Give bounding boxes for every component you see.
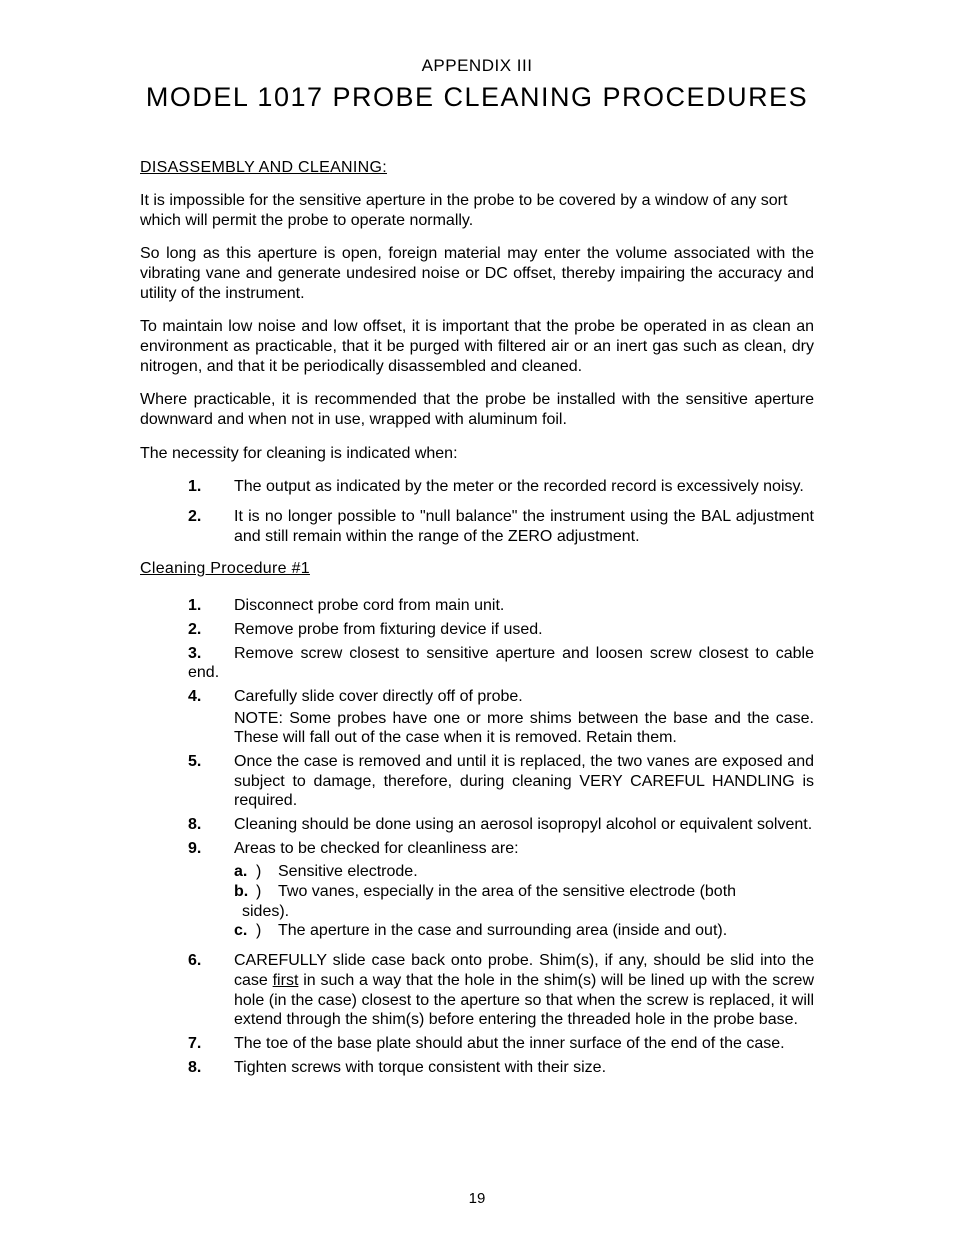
- list-text: The output as indicated by the meter or …: [234, 477, 814, 497]
- paragraph: So long as this aperture is open, foreig…: [140, 244, 814, 303]
- list-number: 8.: [188, 815, 234, 835]
- list-number: 6.: [188, 951, 234, 1030]
- list-item: 1.Disconnect probe cord from main unit.: [188, 596, 814, 616]
- list-number: 5.: [188, 752, 234, 811]
- sublist-item: b.)Two vanes, especially in the area of …: [234, 882, 814, 902]
- section-heading-procedure: Cleaning Procedure #1: [140, 560, 814, 578]
- sublist-paren: ): [256, 862, 278, 882]
- list-text: Carefully slide cover directly off of pr…: [234, 687, 814, 707]
- list-text: It is no longer possible to "null balanc…: [234, 507, 814, 546]
- paragraph: Where practicable, it is recommended tha…: [140, 390, 814, 429]
- list-item: 2. It is no longer possible to "null bal…: [188, 507, 814, 546]
- list-item: 6.CAREFULLY slide case back onto probe. …: [188, 951, 814, 1030]
- list-item: 5.Once the case is removed and until it …: [188, 752, 814, 811]
- list-text: Cleaning should be done using an aerosol…: [234, 815, 814, 835]
- paragraph: To maintain low noise and low offset, it…: [140, 317, 814, 376]
- sublist-text: Sensitive electrode.: [278, 862, 814, 882]
- paragraph: The necessity for cleaning is indicated …: [140, 444, 814, 464]
- list-number: 2.: [188, 507, 234, 546]
- list-text: Remove screw closest to sensitive apertu…: [188, 645, 814, 682]
- list-number: 8.: [188, 1058, 234, 1078]
- list-number: 9.: [188, 839, 234, 859]
- indicator-list: 1. The output as indicated by the meter …: [188, 477, 814, 546]
- sublist-item: c.)The aperture in the case and surround…: [234, 921, 814, 941]
- sublist-paren: ): [256, 921, 278, 941]
- list-text: Tighten screws with torque consistent wi…: [234, 1058, 814, 1078]
- list-item: 3.Remove screw closest to sensitive aper…: [188, 644, 814, 683]
- sublist-item: a.)Sensitive electrode.: [234, 862, 814, 882]
- list-item: 9.Areas to be checked for cleanliness ar…: [188, 839, 814, 859]
- sublist-paren: ): [256, 882, 278, 902]
- underlined-word: first: [273, 972, 299, 989]
- list-item: 8.Cleaning should be done using an aeros…: [188, 815, 814, 835]
- list-item: 7.The toe of the base plate should abut …: [188, 1034, 814, 1054]
- list-item: 4.Carefully slide cover directly off of …: [188, 687, 814, 707]
- sublist-letter: c.: [234, 921, 256, 941]
- list-number: 1.: [188, 596, 234, 616]
- list-text: Remove probe from fixturing device if us…: [234, 620, 814, 640]
- page-number: 19: [0, 1190, 954, 1207]
- list-number: 1.: [188, 477, 234, 497]
- list-text: CAREFULLY slide case back onto probe. Sh…: [234, 951, 814, 1030]
- list-item: 2.Remove probe from fixturing device if …: [188, 620, 814, 640]
- section-heading-disassembly: DISASSEMBLY AND CLEANING:: [140, 159, 814, 177]
- list-number: 2.: [188, 620, 234, 640]
- sublist-text: The aperture in the case and surrounding…: [278, 921, 814, 941]
- appendix-label: APPENDIX III: [140, 56, 814, 76]
- sublist-text: Two vanes, especially in the area of the…: [278, 882, 814, 902]
- list-text: The toe of the base plate should abut th…: [234, 1034, 814, 1054]
- list-number: 3.: [188, 644, 234, 664]
- sublist-text-continuation: sides).: [242, 902, 814, 922]
- note-text: NOTE: Some probes have one or more shims…: [234, 709, 814, 748]
- list-text: Disconnect probe cord from main unit.: [234, 596, 814, 616]
- sublist-letter: b.: [234, 882, 256, 902]
- document-title: MODEL 1017 PROBE CLEANING PROCEDURES: [140, 82, 814, 113]
- list-text: Areas to be checked for cleanliness are:: [234, 839, 814, 859]
- list-number: 4.: [188, 687, 234, 707]
- document-page: APPENDIX III MODEL 1017 PROBE CLEANING P…: [0, 0, 954, 1235]
- sublist-letter: a.: [234, 862, 256, 882]
- list-item: 8.Tighten screws with torque consistent …: [188, 1058, 814, 1078]
- list-item: 1. The output as indicated by the meter …: [188, 477, 814, 497]
- list-text: Once the case is removed and until it is…: [234, 752, 814, 811]
- procedure-list: 1.Disconnect probe cord from main unit.2…: [188, 596, 814, 1077]
- paragraph: It is impossible for the sensitive apert…: [140, 191, 814, 230]
- list-number: 7.: [188, 1034, 234, 1054]
